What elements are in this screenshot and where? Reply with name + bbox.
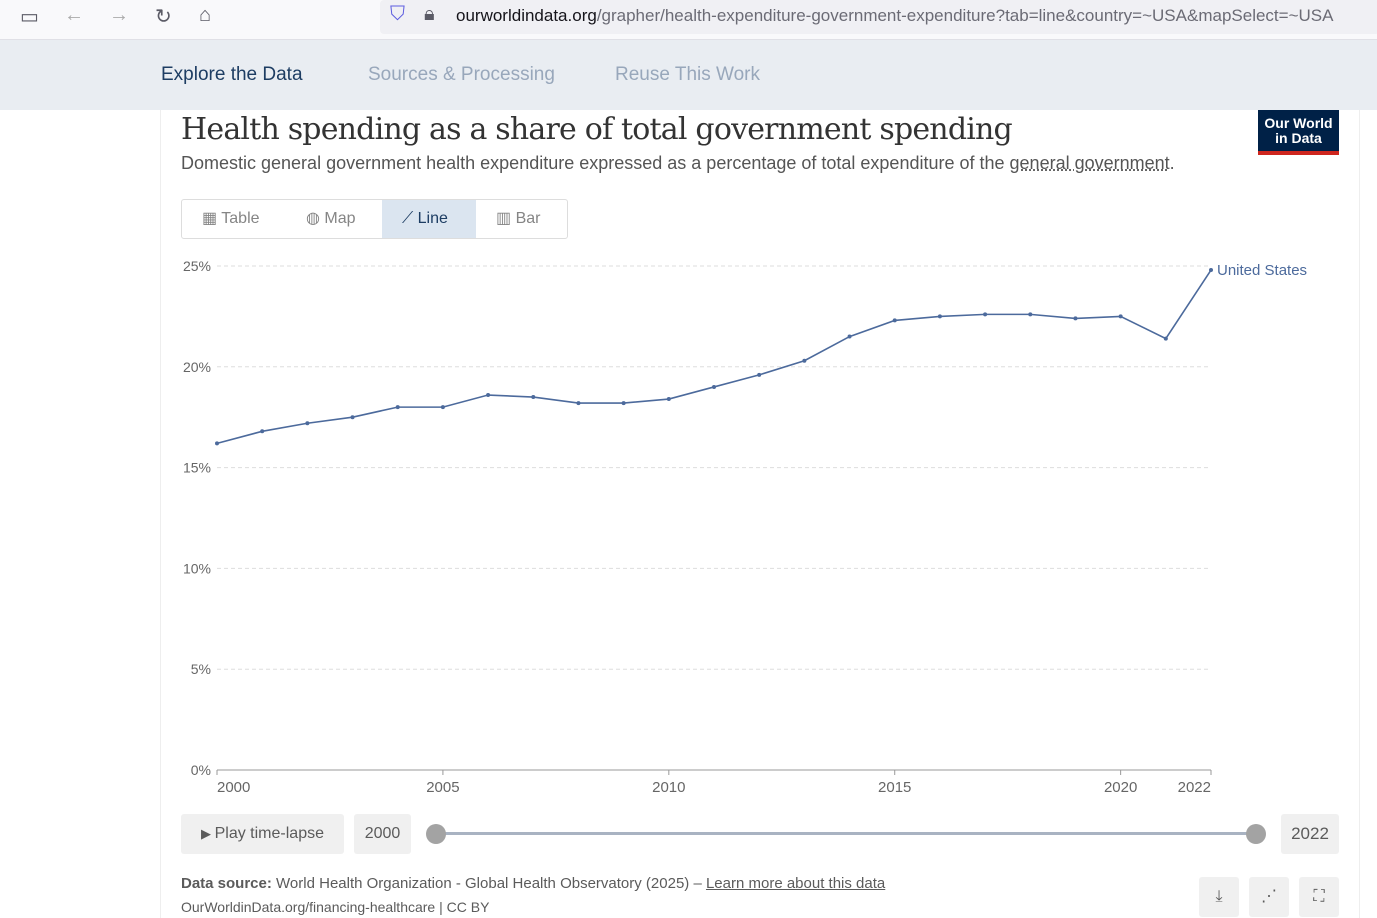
data-source: Data source: World Health Organization -… xyxy=(181,875,886,892)
nav-reuse[interactable]: Reuse This Work xyxy=(615,64,761,85)
general-government-link[interactable]: general government xyxy=(1009,153,1170,173)
bar-chart-icon: ▥ xyxy=(496,210,516,227)
table-icon: ▦ xyxy=(202,210,222,227)
learn-more-link[interactable]: Learn more about this data xyxy=(705,875,886,892)
timeline-track[interactable] xyxy=(436,832,1256,835)
url-bar[interactable]: ⛉ 🔒︎ ourworldindata.org/grapher/health-e… xyxy=(380,0,1377,34)
fullscreen-button[interactable]: ⛶ xyxy=(1299,877,1339,917)
owid-logo[interactable]: Our World in Data xyxy=(1258,110,1339,155)
globe-icon: ◍ xyxy=(306,210,325,227)
nav-sources[interactable]: Sources & Processing xyxy=(368,64,555,85)
play-timelapse-button[interactable]: ▶ Play time-lapse xyxy=(181,814,344,854)
tab-map[interactable]: ◍ Map xyxy=(306,210,356,227)
timeline-start-handle[interactable] xyxy=(426,824,446,844)
url-domain: ourworldindata.org xyxy=(456,6,597,25)
lock-icon: 🔒︎ xyxy=(424,3,435,25)
download-button[interactable]: ⤓ xyxy=(1199,877,1239,917)
page-nav: Explore the Data Sources & Processing Re… xyxy=(0,40,1377,110)
timeline-end-handle[interactable] xyxy=(1246,824,1266,844)
line-chart-icon: ⟋ xyxy=(402,210,418,227)
shield-icon: ⛉ xyxy=(390,3,405,25)
timeline-start-label[interactable]: 2000 xyxy=(354,814,411,854)
tab-line[interactable]: ⟋ Line xyxy=(382,200,476,238)
home-icon[interactable]: ⌂ xyxy=(199,4,212,26)
chart-title: Health spending as a share of total gove… xyxy=(181,112,1013,147)
share-button[interactable]: ⋰ xyxy=(1249,877,1289,917)
play-icon: ▶ xyxy=(201,826,215,841)
forward-icon[interactable]: → xyxy=(109,4,129,26)
fullscreen-icon: ⛶ xyxy=(1313,888,1325,905)
tab-bar[interactable]: ▥ Bar xyxy=(496,210,541,227)
chart-tabs: ▦ Table ◍ Map ⟋ Line ▥ Bar xyxy=(181,199,568,239)
sidebar-icon[interactable]: ▭ xyxy=(20,6,39,28)
source-url: OurWorldinData.org/financing-healthcare … xyxy=(181,899,490,915)
chart-card xyxy=(160,110,1360,918)
download-icon: ⤓ xyxy=(1215,888,1223,905)
timeline-end-label[interactable]: 2022 xyxy=(1281,814,1339,854)
tab-table[interactable]: ▦ Table xyxy=(202,210,260,227)
reload-icon[interactable]: ↻ xyxy=(155,6,172,28)
nav-explore-data[interactable]: Explore the Data xyxy=(161,64,303,85)
chart-subtitle: Domestic general government health expen… xyxy=(181,153,1175,173)
back-icon[interactable]: ← xyxy=(64,4,84,26)
browser-toolbar: ▭ ← → ↻ ⌂ ⛉ 🔒︎ ourworldindata.org/graphe… xyxy=(0,0,1377,40)
share-icon: ⋰ xyxy=(1261,888,1277,905)
url-path: /grapher/health-expenditure-government-e… xyxy=(596,6,1334,25)
